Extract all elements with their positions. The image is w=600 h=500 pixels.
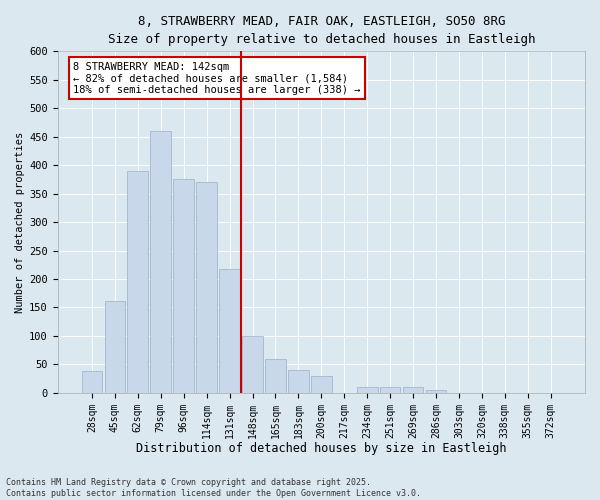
Bar: [288, 370, 309, 393]
Bar: [196, 182, 217, 393]
Text: Contains HM Land Registry data © Crown copyright and database right 2025.
Contai: Contains HM Land Registry data © Crown c…: [6, 478, 421, 498]
Bar: [242, 336, 263, 393]
Bar: [357, 387, 377, 393]
Bar: [219, 269, 240, 393]
Bar: [173, 180, 194, 393]
Bar: [265, 358, 286, 393]
Bar: [104, 300, 125, 393]
Bar: [425, 390, 446, 393]
Bar: [151, 131, 171, 393]
Bar: [82, 371, 102, 393]
Bar: [311, 376, 332, 393]
Bar: [380, 387, 400, 393]
X-axis label: Distribution of detached houses by size in Eastleigh: Distribution of detached houses by size …: [136, 442, 506, 455]
Title: 8, STRAWBERRY MEAD, FAIR OAK, EASTLEIGH, SO50 8RG
Size of property relative to d: 8, STRAWBERRY MEAD, FAIR OAK, EASTLEIGH,…: [107, 15, 535, 46]
Text: 8 STRAWBERRY MEAD: 142sqm
← 82% of detached houses are smaller (1,584)
18% of se: 8 STRAWBERRY MEAD: 142sqm ← 82% of detac…: [73, 62, 361, 95]
Bar: [127, 171, 148, 393]
Y-axis label: Number of detached properties: Number of detached properties: [15, 132, 25, 312]
Bar: [403, 387, 424, 393]
